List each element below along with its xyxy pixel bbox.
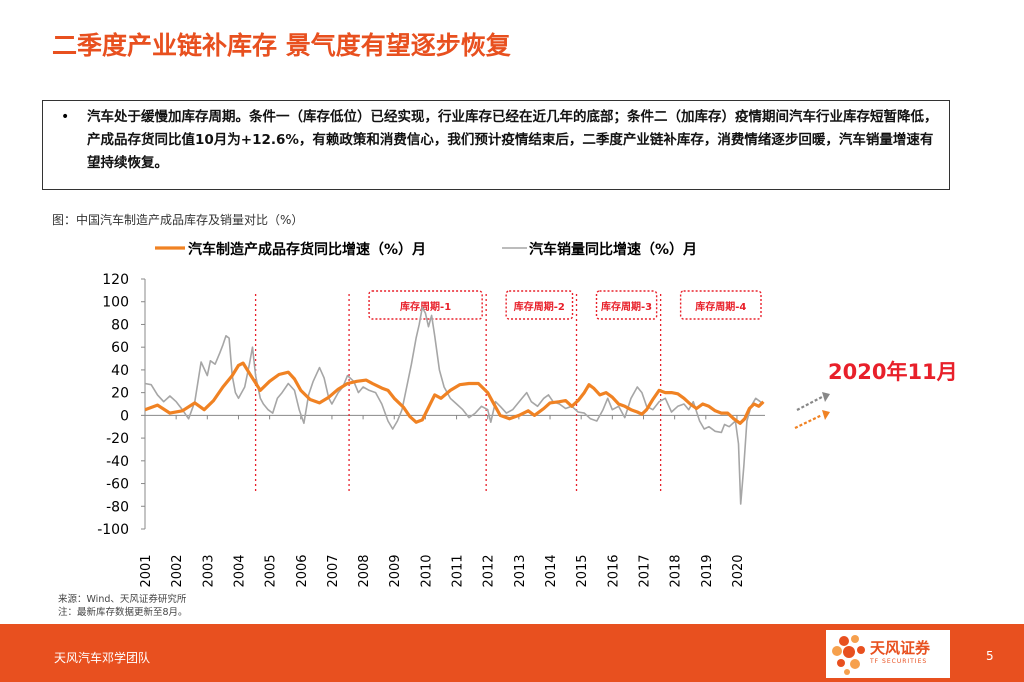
grey-arrow-head [822,392,830,402]
y-tick-label: -20 [106,431,129,447]
cycle-labels: 库存周期-1 库存周期-2 库存周期-3 库存周期-4 [368,290,762,320]
y-tick-label: 60 [111,340,129,356]
x-axis: 2001 2002 2003 2004 2005 2006 2007 2008 2009 2010… [139,414,765,588]
annotation-group: 2020年11月 [794,360,958,429]
x-tick-label: 2001 [139,554,154,587]
x-tick-label: 2003 [201,554,216,587]
figure-caption: 图：中国汽车制造产成品库存及销量对比（%） [52,213,304,227]
x-tick-label: 2006 [295,554,310,587]
inventory-series-line [144,361,765,425]
x-tick-label: 2015 [575,554,590,587]
x-tick-label: 2020 [731,554,746,587]
source-note: 来源：Wind、天风证券研究所 注：最新库存数据更新至8月。 [58,593,188,619]
y-tick-label: -100 [97,522,129,538]
cycle-box [595,290,658,320]
y-axis: 120 100 80 60 40 20 0 -20 -40 -60 -80 -100 [97,272,146,538]
x-tick-label: 2013 [513,554,528,587]
x-tick-label: 2017 [637,554,652,587]
y-tick-label: 80 [111,317,129,333]
y-tick-label: 0 [120,408,129,424]
cycle-label: 库存周期-1 [400,300,451,313]
x-tick-label: 2014 [544,554,559,587]
orange-arrow-head [822,410,830,420]
summary-box: • 汽车处于缓慢加库存周期。条件一（库存低位）已经实现，行业库存已经在近几年的底… [42,100,950,190]
inventory-sales-chart: 汽车制造产成品存货同比增速（%）月 汽车销量同比增速（%）月 120 100 80 60… [97,241,958,588]
y-tick-label: 40 [111,363,129,379]
cycle-label: 库存周期-3 [601,300,652,313]
sales-series-line [144,306,764,505]
y-tick-label: 20 [111,386,129,402]
x-tick-label: 2005 [264,554,279,587]
logo-subtitle: TF SECURITIES [870,658,928,665]
orange-arrow-shaft [794,414,823,429]
y-tick-label: 100 [102,295,129,311]
legend-label-inventory: 汽车制造产成品存货同比增速（%）月 [188,241,426,258]
x-tick-label: 2012 [482,554,497,587]
x-tick-label: 2002 [170,554,185,587]
legend-label-sales: 汽车销量同比增速（%）月 [529,241,697,258]
x-tick-label: 2008 [357,554,372,587]
series-lines [144,306,765,505]
cycle-box [368,290,483,320]
x-tick-label: 2007 [326,554,341,587]
y-tick-label: -60 [106,477,129,493]
x-tick-label: 2019 [700,554,715,587]
cycle-box [679,290,762,320]
tf-logo: 天风证券 TF SECURITIES [826,630,950,678]
chart-legend: 汽车制造产成品存货同比增速（%）月 汽车销量同比增速（%）月 [155,241,697,258]
x-tick-label: 2016 [606,554,621,587]
cycle-label: 库存周期-4 [695,300,746,313]
y-tick-label: -80 [106,499,129,515]
slide-title: 二季度产业链补库存 景气度有望逐步恢复 [52,31,511,60]
x-tick-label: 2011 [451,554,466,587]
source-line: 来源：Wind、天风证券研究所 [58,594,187,605]
y-tick-label: -40 [106,454,129,470]
cycle-label: 库存周期-2 [514,300,565,313]
logo-name: 天风证券 [870,639,931,657]
summary-text: 汽车处于缓慢加库存周期。条件一（库存低位）已经实现，行业库存已经在近几年的底部；… [87,109,938,171]
x-tick-label: 2018 [669,554,684,587]
x-tick-label: 2010 [419,554,434,587]
flower-icon [832,635,865,675]
bullet-marker: • [61,109,70,125]
note-line: 注：最新库存数据更新至8月。 [58,607,188,618]
annotation-label: 2020年11月 [828,360,958,384]
page-number: 5 [986,649,994,663]
grey-arrow-shaft [796,396,823,411]
footer-team-name: 天风汽车邓学团队 [54,651,151,665]
y-tick-label: 120 [102,272,129,288]
x-tick-label: 2009 [388,554,403,587]
cycle-dividers [254,294,662,491]
x-tick-label: 2004 [232,554,247,587]
cycle-box [505,290,574,320]
